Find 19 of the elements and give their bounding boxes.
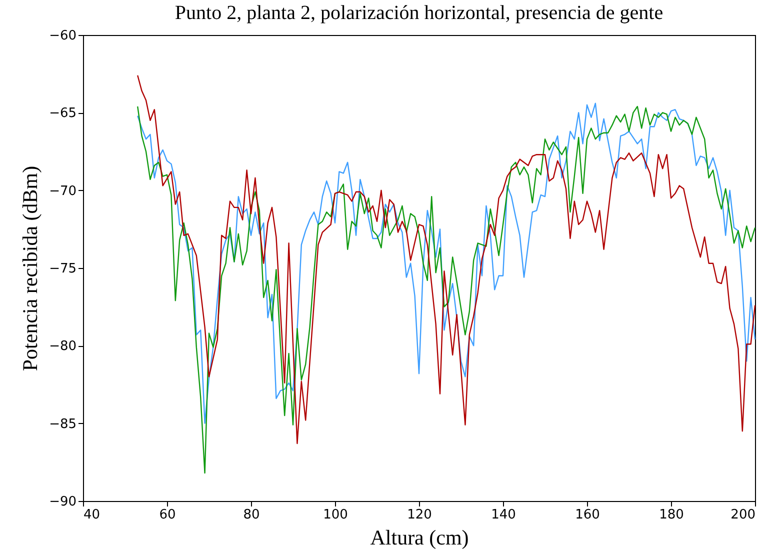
- x-tick-label: 40: [84, 508, 100, 522]
- y-axis-title: Potencia recibida (dBm): [18, 166, 42, 372]
- x-tick-label: 80: [243, 508, 260, 522]
- y-tick-label: −70: [49, 184, 76, 199]
- x-axis-title: Altura (cm): [370, 526, 469, 550]
- x-tick-label: 120: [407, 508, 432, 522]
- x-tick-label: 100: [323, 508, 348, 522]
- x-tick-label: 200: [730, 508, 756, 522]
- y-tick-label: −90: [49, 494, 76, 510]
- y-tick-label: −60: [49, 28, 76, 44]
- y-tick-label: −80: [49, 339, 76, 354]
- x-tick-label: 140: [491, 508, 516, 522]
- x-tick-label: 180: [659, 508, 684, 522]
- chart-title: Punto 2, planta 2, polarización horizontal, presencia de gente: [174, 2, 664, 24]
- y-tick-label: −75: [49, 262, 76, 276]
- x-tick-label: 60: [159, 508, 176, 522]
- y-tick-label: −65: [49, 106, 76, 122]
- x-tick-label: 160: [575, 508, 600, 522]
- y-tick-label: −85: [49, 416, 76, 432]
